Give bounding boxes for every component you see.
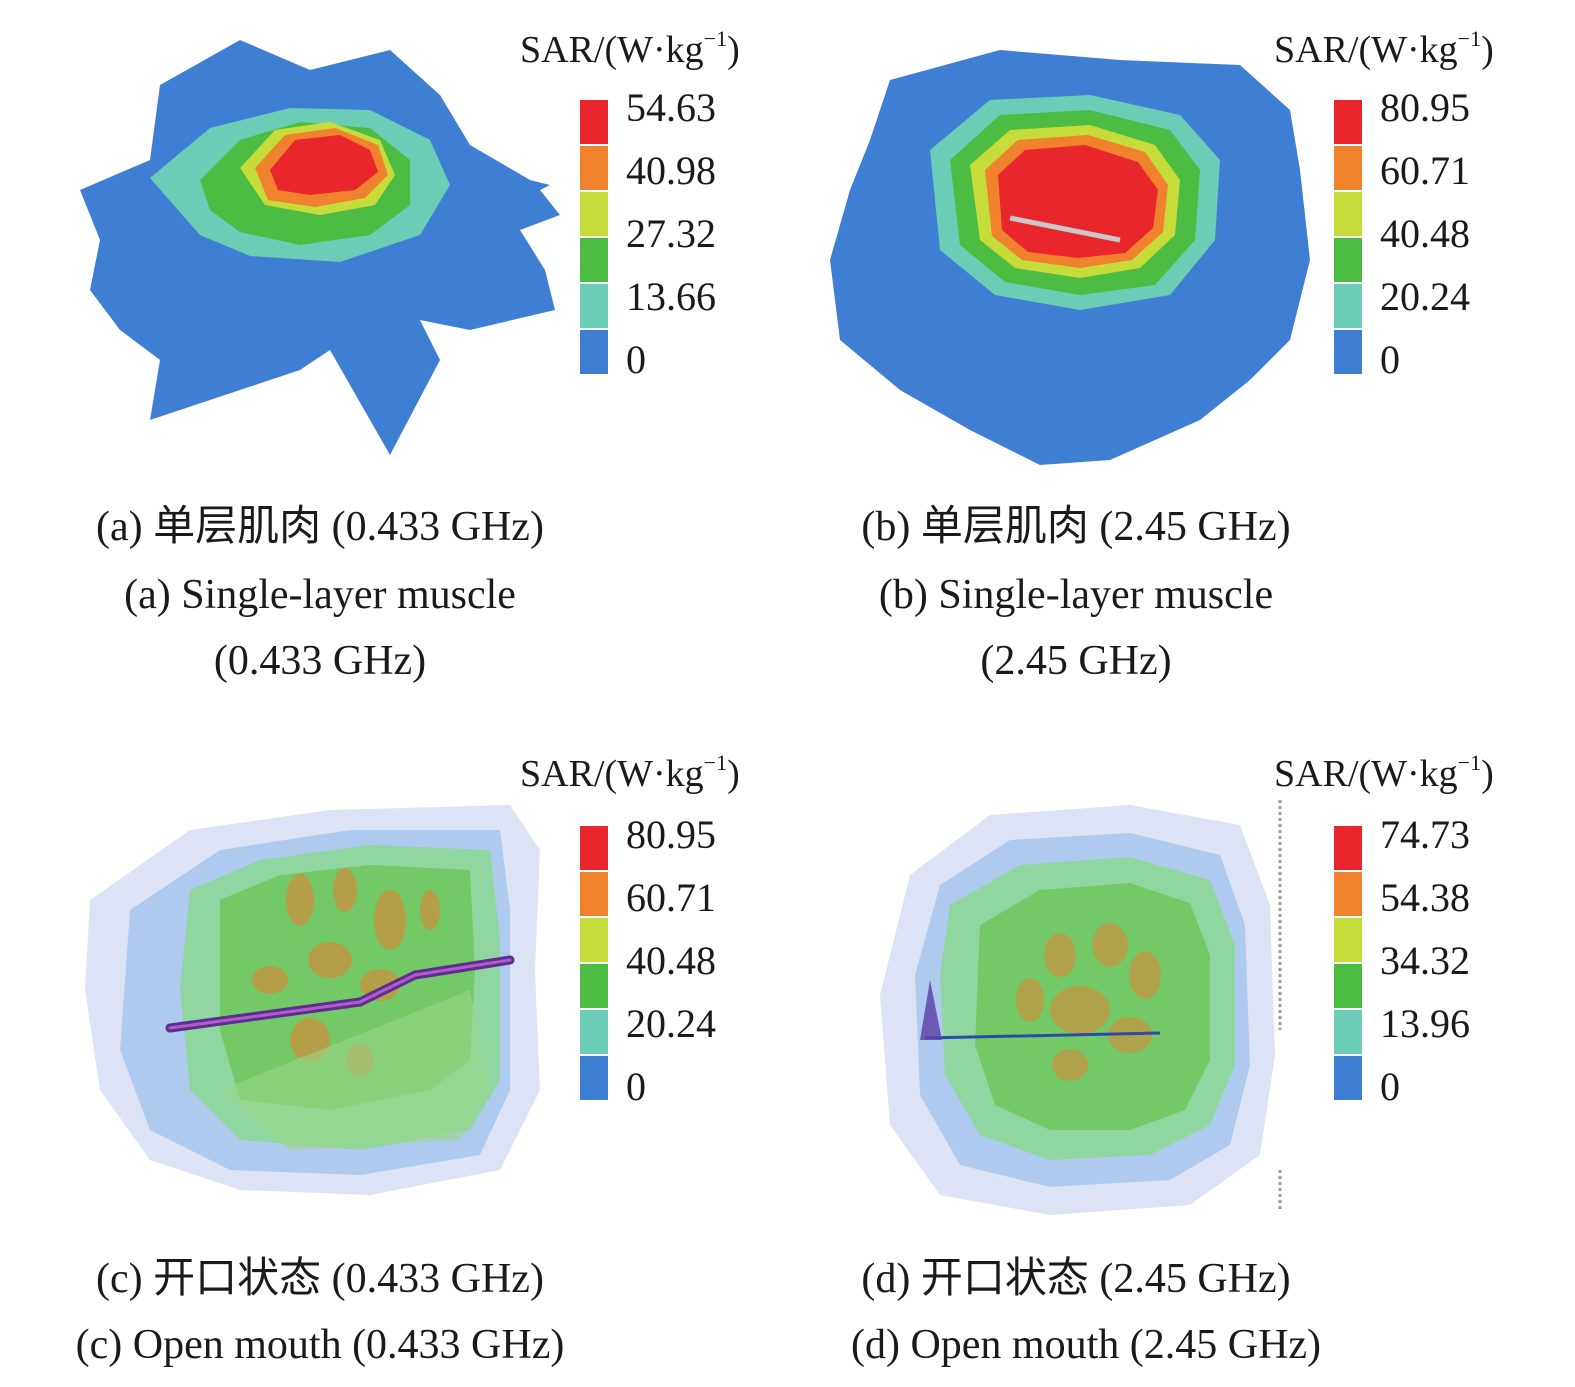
colorbar-d-tick: 54.38 xyxy=(1380,875,1470,920)
colorbar-c-tick: 0 xyxy=(626,1064,646,1109)
caption-b-en-2: (2.45 GHz) xyxy=(980,638,1172,684)
caption-c-cn: (c) 开口状态 (0.433 GHz) xyxy=(96,1256,544,1302)
caption-a-en-2: (0.433 GHz) xyxy=(213,638,427,684)
colorbar-d-tick: 74.73 xyxy=(1380,812,1470,857)
sar-unit-label-b: SAR/(W·kg−1) xyxy=(1274,26,1494,71)
colorbar-c-tick: 40.48 xyxy=(626,938,716,983)
colorbar-b xyxy=(1334,100,1362,376)
colorbar-a-green xyxy=(580,238,608,282)
colorbar-a-red xyxy=(580,100,608,144)
colorbar-c-tick: 20.24 xyxy=(626,1001,716,1046)
colorbar-c-tick: 60.71 xyxy=(626,875,716,920)
caption-d-en-1: (d) Open mouth (2.45 GHz) xyxy=(850,1322,1322,1368)
colorbar-d xyxy=(1334,826,1362,1102)
colorbar-d-yellow xyxy=(1334,918,1362,962)
colorbar-a-tick: 40.98 xyxy=(626,148,716,193)
colorbar-a-tick: 13.66 xyxy=(626,274,716,319)
colorbar-b-tick: 0 xyxy=(1380,337,1400,382)
colorbar-a-tick: 54.63 xyxy=(626,85,716,130)
colorbar-b-red xyxy=(1334,100,1362,144)
colorbar-d-green xyxy=(1334,964,1362,1008)
colorbar-d-red xyxy=(1334,826,1362,870)
colorbar-d-teal xyxy=(1334,1010,1362,1054)
colorbar-b-green xyxy=(1334,238,1362,282)
colorbar-b-yellow xyxy=(1334,192,1362,236)
caption-c-en-1: (c) Open mouth (0.433 GHz) xyxy=(75,1322,565,1368)
colorbar-c-yellow xyxy=(580,918,608,962)
caption-a-en-1: (a) Single-layer muscle xyxy=(124,572,516,618)
colorbar-b-tick: 80.95 xyxy=(1380,85,1470,130)
colorbar-a-tick: 27.32 xyxy=(626,211,716,256)
sar-map-d xyxy=(880,800,1282,1215)
colorbar-a-yellow xyxy=(580,192,608,236)
colorbar-d-tick: 13.96 xyxy=(1380,1001,1470,1046)
colorbar-a-tick: 0 xyxy=(626,337,646,382)
caption-d-cn: (d) 开口状态 (2.45 GHz) xyxy=(861,1256,1291,1302)
sar-map-c xyxy=(85,805,540,1195)
colorbar-d-orange xyxy=(1334,872,1362,916)
sar-map-a xyxy=(80,40,560,455)
colorbar-b-tick: 20.24 xyxy=(1380,274,1470,319)
colorbar-d-tick: 34.32 xyxy=(1380,938,1470,983)
sar-unit-label-a: SAR/(W·kg−1) xyxy=(520,26,740,71)
colorbar-c-red xyxy=(580,826,608,870)
colorbar-b-teal xyxy=(1334,284,1362,328)
caption-b-cn: (b) 单层肌肉 (2.45 GHz) xyxy=(861,504,1291,550)
colorbar-a-teal xyxy=(580,284,608,328)
colorbar-b-blue xyxy=(1334,330,1362,374)
sar-unit-label-c: SAR/(W·kg−1) xyxy=(520,750,740,795)
sar-unit-label-d: SAR/(W·kg−1) xyxy=(1274,750,1494,795)
colorbar-b-tick: 60.71 xyxy=(1380,148,1470,193)
caption-a-cn: (a) 单层肌肉 (0.433 GHz) xyxy=(96,504,544,550)
colorbar-d-blue xyxy=(1334,1056,1362,1100)
colorbar-a-orange xyxy=(580,146,608,190)
colorbar-a-blue xyxy=(580,330,608,374)
colorbar-c-teal xyxy=(580,1010,608,1054)
colorbar-c-tick: 80.95 xyxy=(626,812,716,857)
colorbar-b-orange xyxy=(1334,146,1362,190)
caption-b-en-1: (b) Single-layer muscle xyxy=(878,572,1274,618)
colorbar-c xyxy=(580,826,608,1102)
colorbar-c-orange xyxy=(580,872,608,916)
colorbar-c-green xyxy=(580,964,608,1008)
colorbar-d-tick: 0 xyxy=(1380,1064,1400,1109)
colorbar-a xyxy=(580,100,608,376)
colorbar-c-blue xyxy=(580,1056,608,1100)
sar-map-b xyxy=(830,50,1310,465)
colorbar-b-tick: 40.48 xyxy=(1380,211,1470,256)
